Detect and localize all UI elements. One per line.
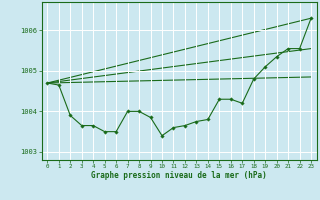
X-axis label: Graphe pression niveau de la mer (hPa): Graphe pression niveau de la mer (hPa): [91, 171, 267, 180]
